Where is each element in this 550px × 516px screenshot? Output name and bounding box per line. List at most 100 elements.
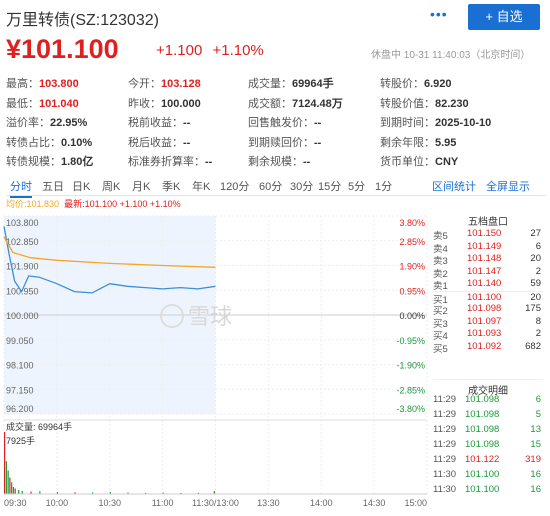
- volume-bar: [7, 470, 9, 494]
- stat-value: --: [314, 136, 322, 149]
- orderbook-row: 买3 101.097 8: [433, 315, 543, 330]
- trade-row: 11:30 101.100 16: [433, 469, 543, 484]
- trade-vol: 6: [535, 394, 541, 405]
- stat-label: 成交量：: [248, 78, 292, 90]
- tab-12[interactable]: 1分: [375, 181, 393, 193]
- intraday-chart[interactable]: 103.800 3.80% 102.850 2.85% 101.900 1.90% 100.…: [0, 206, 430, 514]
- volume-bar: [92, 492, 94, 494]
- stat-value: 2025-10-10: [435, 117, 492, 129]
- orderbook-row: 买4 101.093 2: [433, 328, 543, 342]
- y-tick-label-left: 101.900: [6, 262, 39, 272]
- orderbook-price: 101.148: [467, 253, 502, 264]
- volume-max-label: 7925手: [6, 435, 35, 446]
- y-tick-label-right: -2.85%: [396, 385, 425, 395]
- stat-label: 税后收益：: [128, 136, 183, 149]
- x-tick-label: 11:00: [152, 498, 174, 508]
- stat-label: 税前收益：: [128, 117, 183, 129]
- orderbook-row: 买5 101.092 682: [433, 341, 543, 355]
- volume-bar: [18, 490, 20, 494]
- stat-cell: 今开：103.128: [128, 75, 201, 91]
- trade-row: 11:29 101.098 13: [433, 424, 543, 439]
- stat-label: 货币单位：: [380, 156, 435, 168]
- tab-3[interactable]: 周K: [102, 181, 121, 193]
- volume-bar: [9, 477, 11, 494]
- orderbook-vol: 8: [535, 315, 541, 327]
- stat-label: 转股价值：: [380, 97, 435, 110]
- trade-price: 101.098: [465, 424, 500, 435]
- trade-price: 101.098: [465, 394, 500, 405]
- trade-vol: 319: [525, 454, 541, 465]
- trade-vol: 16: [530, 484, 541, 495]
- tab-8[interactable]: 60分: [259, 181, 283, 193]
- stat-label: 转债规模：: [6, 156, 61, 168]
- trade-row: 11:29 101.098 6: [433, 394, 543, 409]
- x-tick-label: 11:30/13:00: [192, 498, 239, 508]
- x-tick-label: 14:00: [310, 498, 333, 508]
- avg-price-legend: 均价:101.830: [6, 199, 60, 209]
- stat-value: 22.95%: [50, 117, 88, 129]
- stat-label: 转股价：: [380, 78, 424, 90]
- fullscreen-link[interactable]: 全屏显示: [486, 181, 530, 193]
- watermark-text: 雪球: [188, 305, 232, 330]
- tab-10[interactable]: 15分: [318, 181, 342, 193]
- current-price: ¥101.100: [6, 34, 119, 64]
- tab-9[interactable]: 30分: [290, 181, 314, 193]
- y-tick-label-right: -1.90%: [396, 361, 425, 371]
- y-tick-label-left: 97.150: [6, 385, 34, 395]
- stat-label: 最低：: [6, 97, 39, 110]
- trade-list: 11:29 101.098 6 11:29 101.098 5 11:29 101.098 13…: [433, 394, 543, 499]
- change-amount: +1.100: [156, 42, 203, 59]
- tab-2[interactable]: 日K: [72, 181, 91, 193]
- stat-value: 6.920: [424, 78, 452, 90]
- price-row: ¥101.100 +1.100 +1.10% 休盘中 10-31 11:40:0…: [6, 34, 546, 68]
- x-tick-label: 09:30: [4, 498, 27, 508]
- add-watchlist-button[interactable]: + 自选: [468, 4, 540, 30]
- stat-value: 103.128: [161, 78, 201, 90]
- watermark-logo: [160, 304, 184, 328]
- stat-value: 0.10%: [61, 136, 93, 149]
- orderbook-row: 买1 101.100 20: [433, 290, 543, 306]
- orderbook-vol: 59: [530, 278, 541, 289]
- orderbook-side: 买4: [433, 331, 448, 342]
- stat-label: 昨收：: [128, 97, 161, 110]
- x-tick-label: 13:30: [257, 498, 280, 508]
- range-stats-link[interactable]: 区间统计: [432, 181, 476, 193]
- tab-7[interactable]: 120分: [220, 181, 250, 193]
- stat-label: 成交额：: [248, 97, 292, 110]
- stat-label: 标准券折算率：: [128, 156, 205, 168]
- orderbook-side: 卖3: [433, 256, 448, 267]
- trade-price: 101.098: [465, 409, 500, 420]
- volume-bar: [74, 492, 76, 494]
- stat-cell: 转债占比：0.10%: [6, 134, 92, 150]
- stat-value: 103.800: [39, 78, 79, 90]
- volume-bar: [213, 491, 215, 494]
- orderbook-price: 101.150: [467, 228, 502, 239]
- tab-6[interactable]: 年K: [192, 181, 211, 193]
- y-tick-label-left: 96.200: [6, 404, 34, 414]
- tab-0[interactable]: 分时: [10, 178, 32, 198]
- volume-bar: [14, 488, 16, 494]
- stat-value: 101.040: [39, 97, 79, 110]
- stat-cell: 剩余年限：5.95: [380, 134, 456, 150]
- stat-value: --: [303, 156, 311, 168]
- volume-bar: [180, 492, 182, 494]
- stat-cell: 到期时间：2025-10-10: [380, 114, 491, 130]
- tab-5[interactable]: 季K: [162, 181, 181, 193]
- orderbook-vol: 2: [535, 265, 541, 277]
- volume-bar: [56, 492, 59, 494]
- volume-bar: [109, 491, 111, 494]
- trade-vol: 15: [530, 439, 541, 450]
- latest-price-legend: 最新:101.100 +1.100 +1.10%: [64, 199, 181, 209]
- tab-4[interactable]: 月K: [132, 181, 151, 193]
- trade-time: 11:29: [433, 409, 457, 420]
- more-icon[interactable]: •••: [430, 6, 448, 22]
- x-tick-label: 10:00: [46, 498, 69, 508]
- tab-11[interactable]: 5分: [348, 181, 366, 193]
- orderbook-side: 卖2: [433, 268, 448, 280]
- y-tick-label-left: 103.800: [6, 218, 39, 228]
- volume-label: 成交量: 69964手: [6, 421, 72, 432]
- y-tick-label-right: -3.80%: [396, 404, 425, 414]
- stat-value: --: [183, 136, 191, 149]
- stat-cell: 税后收益：--: [128, 134, 190, 150]
- tab-1[interactable]: 五日: [42, 181, 64, 193]
